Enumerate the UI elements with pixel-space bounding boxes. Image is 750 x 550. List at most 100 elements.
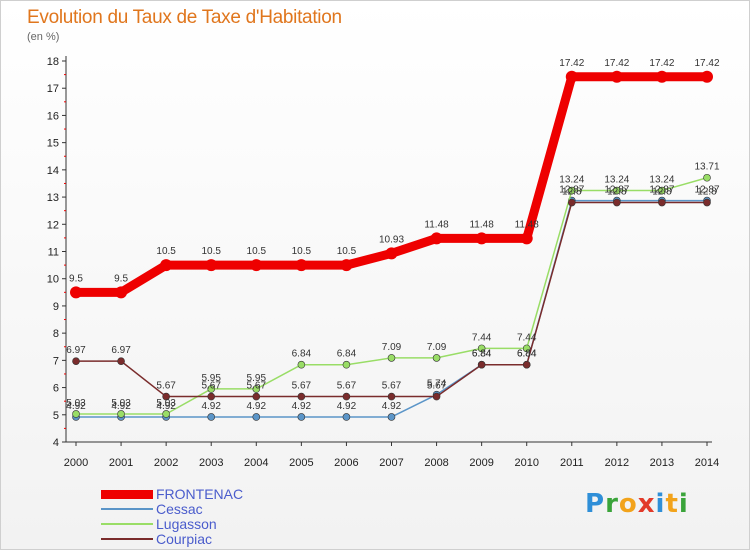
- data-label: 12.8: [562, 187, 582, 198]
- x-tick-label: 2005: [289, 457, 313, 469]
- data-label: 5.95: [201, 373, 221, 384]
- y-tick-label: 8: [53, 328, 59, 340]
- data-point: [613, 198, 621, 207]
- series-layer: [70, 70, 713, 421]
- data-label: 7.09: [382, 342, 402, 353]
- data-label: 12.8: [652, 187, 672, 198]
- y-tick-label: 11: [48, 247, 59, 259]
- data-point: [342, 360, 351, 369]
- data-point: [565, 70, 578, 83]
- data-point: [385, 247, 398, 260]
- data-label: 13.24: [559, 175, 584, 186]
- series-line: [76, 201, 707, 398]
- x-tick-label: 2007: [379, 457, 403, 469]
- data-label: 7.44: [517, 332, 537, 343]
- legend-label: Lugasson: [156, 516, 217, 532]
- y-tick-label: 6: [53, 383, 59, 395]
- data-point: [477, 360, 486, 369]
- data-point: [72, 410, 80, 418]
- data-point: [432, 354, 441, 362]
- logo-letter: P: [585, 489, 606, 519]
- x-tick-label: 2008: [424, 457, 448, 469]
- data-point: [658, 198, 666, 207]
- axis-layer: 4 5 6 7 8 9 10 11 12 13 14 15 16 17 18 2000 2001 2002 2003…: [47, 56, 719, 469]
- data-label: 6.84: [517, 349, 537, 360]
- data-point: [387, 392, 396, 401]
- data-label: 5.03: [66, 398, 86, 409]
- y-tick-label: 14: [47, 165, 59, 177]
- data-label: 9.5: [69, 273, 83, 284]
- data-label: 5.95: [247, 373, 267, 384]
- proxiti-logo: Proxiti: [585, 489, 689, 519]
- data-point: [162, 392, 170, 401]
- data-point: [205, 259, 218, 272]
- legend-swatch: [101, 538, 153, 540]
- data-label: 12.8: [697, 187, 717, 198]
- y-tick-label: 4: [53, 437, 59, 449]
- data-point: [297, 413, 306, 421]
- data-label: 5.67: [292, 381, 312, 392]
- data-label: 10.5: [337, 246, 357, 257]
- logo-letter: t: [665, 489, 679, 519]
- y-tick-label: 5: [53, 410, 59, 422]
- data-point: [387, 413, 396, 421]
- legend-label: Cessac: [156, 501, 203, 517]
- data-label: 5.74: [427, 379, 447, 390]
- data-label: 12.87: [649, 185, 674, 196]
- data-point: [520, 232, 533, 245]
- data-label: 10.5: [156, 246, 176, 257]
- data-label: 12.87: [559, 185, 584, 196]
- data-point: [432, 392, 441, 401]
- data-label: 10.5: [201, 246, 221, 257]
- legend-label: FRONTENAC: [156, 486, 244, 502]
- data-label: 4.92: [201, 401, 221, 412]
- data-label: 5.67: [156, 381, 176, 392]
- x-tick-label: 2003: [199, 457, 223, 469]
- data-label: 4.92: [292, 401, 312, 412]
- data-point: [567, 198, 576, 207]
- data-label: 5.67: [382, 381, 402, 392]
- x-tick-label: 2000: [64, 457, 88, 469]
- legend-swatch: [101, 489, 153, 499]
- data-point: [658, 186, 666, 195]
- y-tick-label: 17: [47, 83, 59, 95]
- logo-letter: i: [655, 489, 666, 519]
- data-point: [117, 357, 125, 365]
- data-label: 6.84: [472, 349, 492, 360]
- x-tick-label: 2004: [244, 457, 268, 469]
- data-label: 6.84: [292, 349, 312, 360]
- data-point: [522, 344, 531, 353]
- data-label: 4.92: [156, 401, 176, 412]
- y-tick-label: 16: [47, 110, 59, 122]
- y-tick-label: 10: [47, 274, 59, 286]
- data-point: [297, 360, 306, 369]
- series-line: [76, 177, 708, 415]
- data-point: [613, 186, 621, 195]
- data-label: 11.48: [515, 219, 540, 230]
- data-label: 4.92: [247, 401, 267, 412]
- logo-letter: x: [637, 489, 656, 519]
- chart-title: Evolution du Taux de Taxe d'Habitation: [27, 7, 342, 28]
- data-label: 6.84: [517, 349, 537, 360]
- logo-letter: i: [678, 489, 689, 519]
- data-point: [252, 392, 261, 401]
- y-tick-label: 7: [53, 355, 59, 367]
- data-point: [701, 70, 713, 83]
- legend-swatch: [101, 508, 153, 510]
- data-label: 4.92: [111, 401, 131, 412]
- data-label: 5.03: [111, 398, 131, 409]
- data-label: 4.92: [66, 401, 86, 412]
- data-label: 10.5: [292, 246, 312, 257]
- y-tick-label: 18: [47, 56, 59, 68]
- data-point: [162, 410, 170, 418]
- data-label: 6.84: [472, 349, 492, 360]
- x-tick-label: 2011: [560, 457, 584, 469]
- data-label: 17.42: [694, 58, 719, 69]
- data-label: 13.71: [694, 162, 719, 173]
- data-label: 4.92: [382, 401, 402, 412]
- data-point: [567, 186, 576, 195]
- data-label: 12.87: [694, 185, 719, 196]
- data-point: [703, 173, 711, 182]
- data-label: 9.5: [114, 273, 128, 284]
- label-layer: 9.5 9.5 10.5 10.5 10.5 10.5 10.5 10.93 11.48 11.4…: [66, 58, 720, 412]
